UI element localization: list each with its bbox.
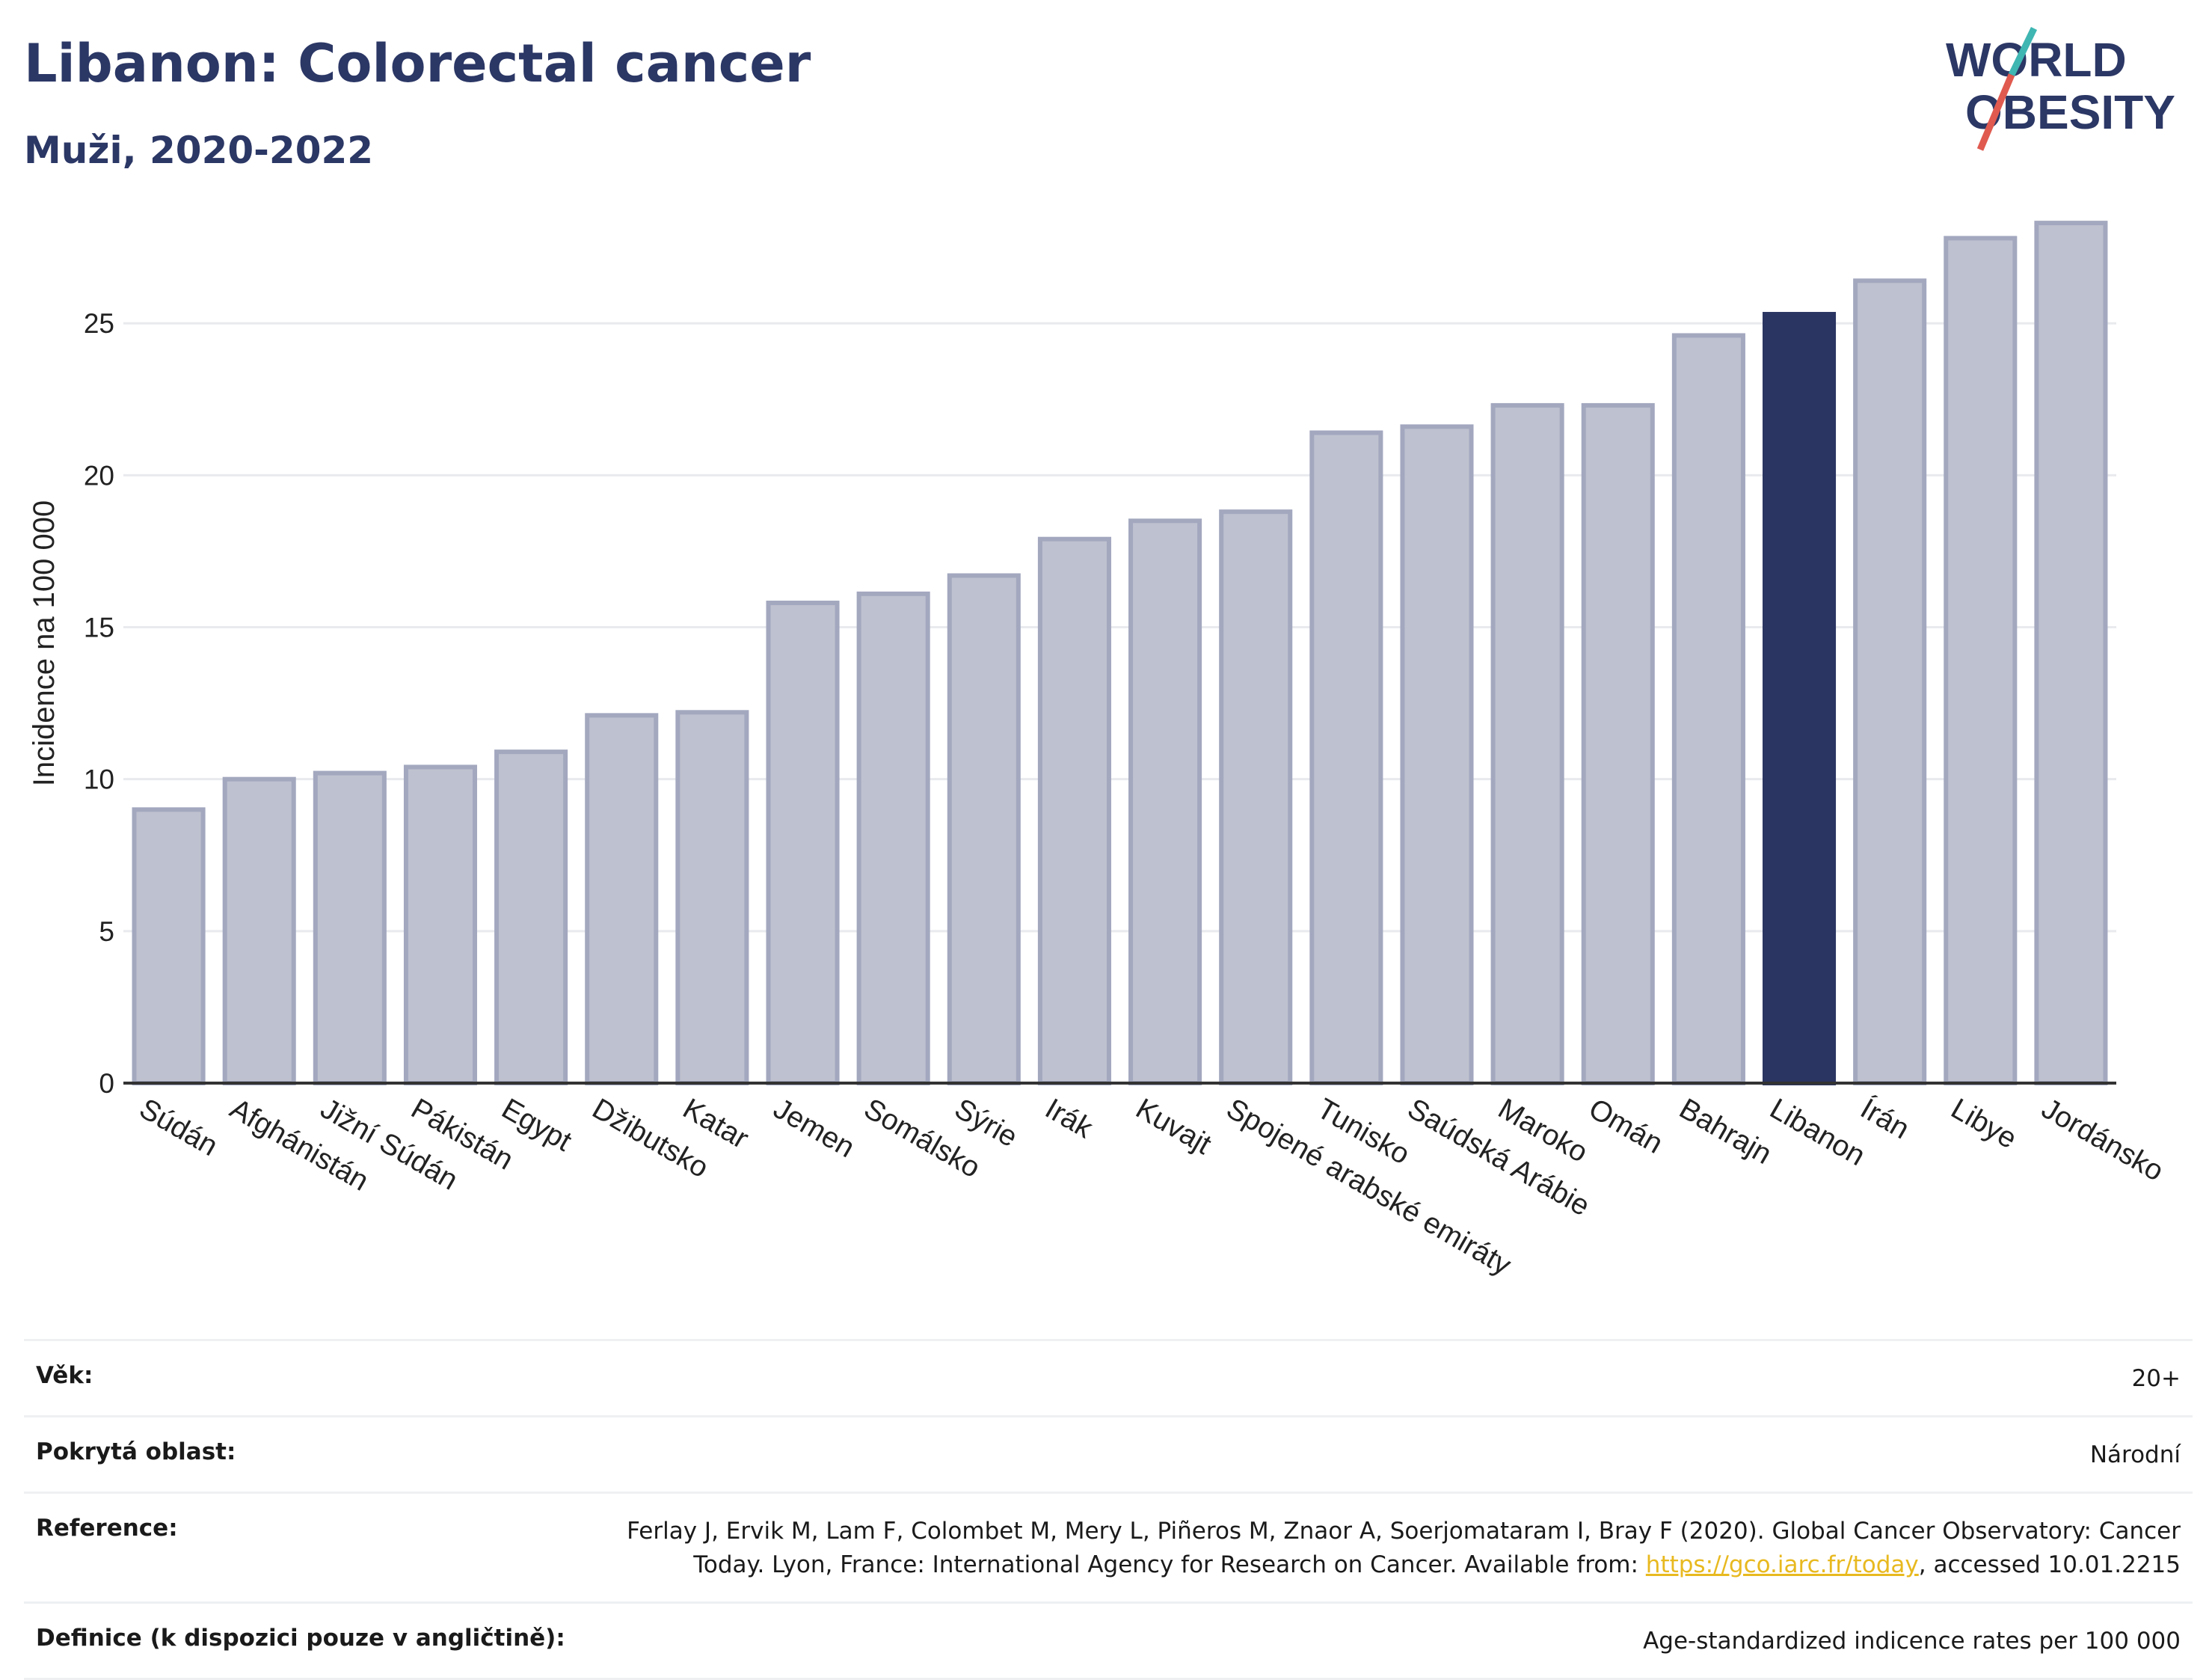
x-tick-label: Libanon — [1765, 1093, 1871, 1173]
logo-slash-red — [1976, 73, 2015, 151]
y-tick-label: 20 — [84, 460, 114, 491]
y-tick-label: 15 — [84, 613, 114, 643]
bar-džibutsko — [585, 713, 659, 1086]
page-title: Libanon: Colorectal cancer — [24, 33, 811, 94]
bar-súdán — [132, 807, 206, 1085]
bar-jemen — [766, 601, 840, 1085]
bar-libye — [1944, 236, 2018, 1085]
meta-age-value: 20+ — [2131, 1365, 2181, 1392]
bar-egypt — [494, 749, 568, 1085]
bar-somálsko — [856, 591, 930, 1085]
bar-spojené-arabské-emiráty — [1219, 509, 1293, 1085]
meta-row-age: Věk: 20+ — [24, 1339, 2193, 1415]
bar-bahrajn — [1671, 333, 1745, 1086]
x-tick-label: Súdán — [134, 1093, 223, 1163]
bar-írán — [1853, 278, 1927, 1086]
meta-row-definition: Definice (k dispozici pouze v angličtině… — [24, 1601, 2193, 1680]
x-tick-label: Jordánsko — [2036, 1093, 2169, 1188]
y-tick-label: 5 — [99, 916, 114, 947]
bar-sýrie — [947, 573, 1021, 1085]
x-tick-label: Jemen — [768, 1093, 860, 1165]
world-obesity-logo: WORLD OBESITY — [1946, 27, 2175, 151]
meta-ref-label: Reference: — [36, 1514, 178, 1542]
y-tick-label: 25 — [84, 308, 114, 339]
bar-kuvajt — [1128, 518, 1202, 1085]
meta-ref-line1: Ferlay J, Ervik M, Lam F, Colombet M, Me… — [627, 1517, 2181, 1545]
meta-ref-line2-end: , accessed 10.01.2215 — [1918, 1551, 2181, 1578]
y-axis-ticks: 0 5 10 15 20 25 — [84, 308, 114, 1099]
bar-pákistán — [403, 764, 478, 1085]
meta-area-label: Pokrytá oblast: — [36, 1438, 236, 1465]
x-tick-label: Omán — [1583, 1093, 1668, 1160]
bar-irák — [1037, 536, 1111, 1085]
meta-area-value: Národní — [2089, 1441, 2181, 1468]
x-tick-label: Irák — [1039, 1093, 1098, 1145]
bar-libanon — [1762, 312, 1837, 1086]
logo-slash-teal — [2008, 27, 2038, 76]
x-tick-label: Libye — [1946, 1093, 2022, 1156]
bar-maroko — [1490, 402, 1564, 1085]
bar-afghánistán — [222, 776, 296, 1085]
y-tick-label: 0 — [99, 1068, 114, 1099]
bar-jižní-súdán — [313, 770, 387, 1085]
meta-ref-value: Ferlay J, Ervik M, Lam F, Colombet M, Me… — [627, 1515, 2181, 1582]
meta-age-label: Věk: — [36, 1362, 93, 1389]
meta-def-label: Definice (k dispozici pouze v angličtině… — [36, 1624, 565, 1652]
meta-row-area: Pokrytá oblast: Národní — [24, 1414, 2193, 1492]
meta-ref-line2: Today. Lyon, France: International Agenc… — [693, 1551, 1638, 1578]
meta-row-reference: Reference: Ferlay J, Ervik M, Lam F, Col… — [24, 1491, 2193, 1601]
metadata-table: Věk: 20+ Pokrytá oblast: Národní Referen… — [24, 1339, 2193, 1680]
x-tick-label: Bahrajn — [1674, 1093, 1777, 1171]
x-tick-label: Írán — [1855, 1093, 1915, 1146]
bar-jordánsko — [2034, 221, 2108, 1085]
meta-def-value: Age-standardized indicence rates per 100… — [1643, 1627, 2181, 1655]
bar-saúdská-arábie — [1400, 424, 1474, 1085]
bar-katar — [675, 710, 749, 1085]
y-tick-label: 10 — [84, 764, 114, 795]
x-tick-label: Kuvajt — [1131, 1093, 1217, 1162]
bar-tunisko — [1309, 430, 1383, 1085]
y-axis-label: Incidence na 100 000 — [28, 500, 61, 787]
bar-omán — [1581, 402, 1655, 1085]
chart-bars — [123, 221, 2116, 1086]
reference-link[interactable]: https://gco.iarc.fr/today — [1645, 1551, 1919, 1578]
page-subtitle: Muži, 2020-2022 — [24, 129, 374, 172]
logo-line1: WORLD — [1946, 33, 2127, 87]
